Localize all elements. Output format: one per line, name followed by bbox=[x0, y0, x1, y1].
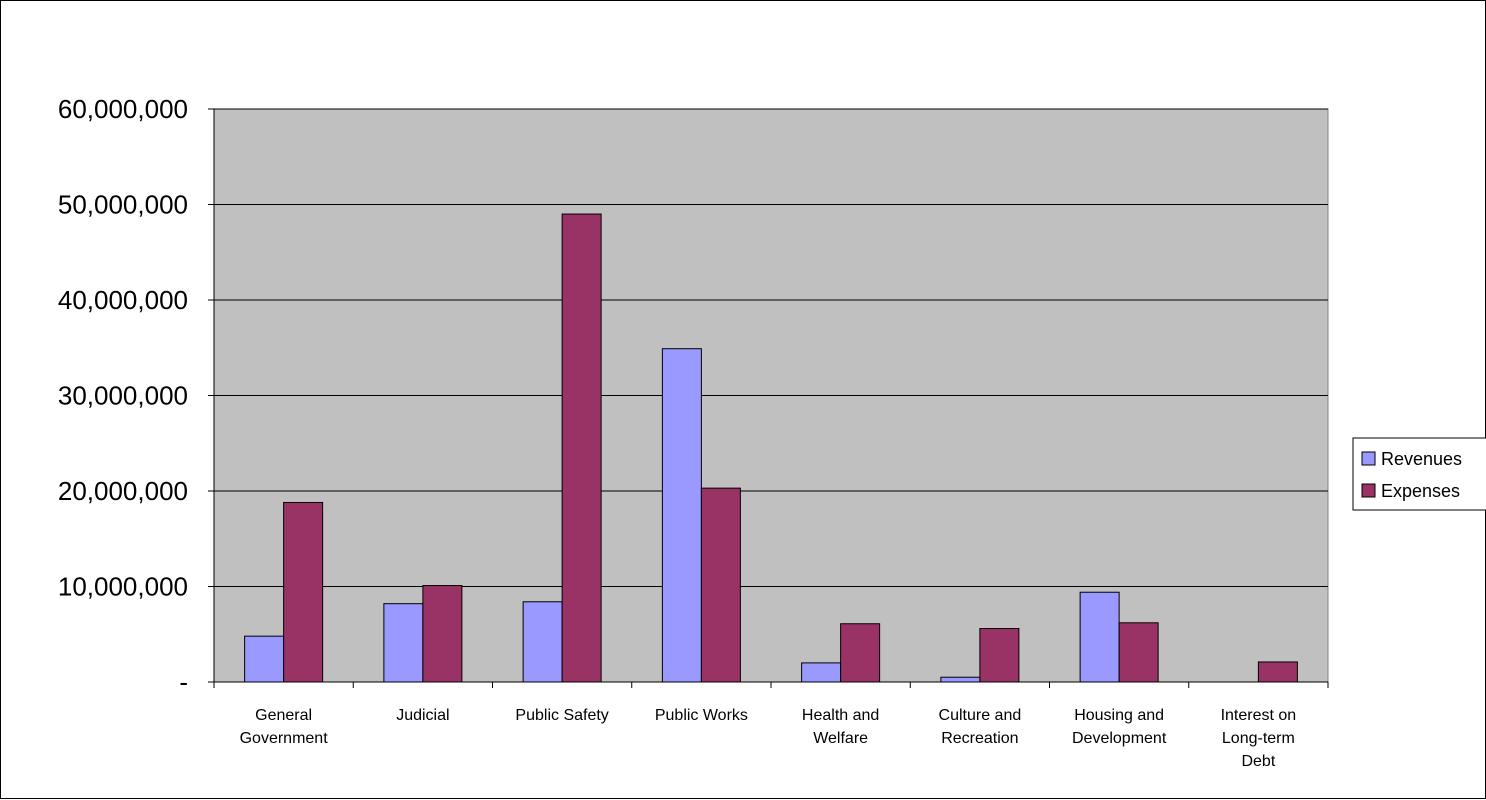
x-category-label-line: Housing and bbox=[1074, 707, 1164, 724]
bar-revenues-0 bbox=[244, 635, 285, 683]
bar-revenues-3 bbox=[661, 348, 702, 683]
bar-expenses-5 bbox=[979, 628, 1020, 683]
bar-expenses-1 bbox=[422, 585, 463, 683]
bar-expenses-6 bbox=[1118, 622, 1159, 683]
bar-expenses-7 bbox=[1257, 661, 1298, 683]
y-tick-label: - bbox=[179, 667, 188, 697]
x-category-label-line: Development bbox=[1072, 730, 1167, 747]
bars bbox=[244, 213, 1298, 683]
bar-expenses-0 bbox=[283, 501, 324, 683]
x-category-label: Public Safety bbox=[515, 707, 608, 724]
y-tick-label: 20,000,000 bbox=[58, 476, 188, 506]
bar-revenues-5 bbox=[940, 676, 981, 683]
bar-expenses-4 bbox=[840, 623, 881, 683]
legend-swatch-revenues bbox=[1361, 451, 1376, 466]
x-category-label: Culture and Recreation bbox=[939, 707, 1022, 747]
x-category-label-line: Public Works bbox=[655, 707, 748, 724]
x-category-label: Public Works bbox=[655, 707, 748, 724]
x-category-label: Interest on Long-term Debt bbox=[1221, 707, 1297, 770]
x-category-label-line: Debt bbox=[1241, 753, 1275, 770]
x-category-label: General Government bbox=[240, 707, 329, 747]
x-category-label-line: Government bbox=[240, 730, 329, 747]
x-category-label-line: Health and bbox=[802, 707, 879, 724]
gridlines bbox=[214, 108, 1328, 587]
y-tick-label: 10,000,000 bbox=[58, 572, 188, 602]
x-axis-category-labels: General Government Judicial Public Safety Pu… bbox=[240, 707, 1297, 770]
x-category-label-line: General bbox=[255, 707, 312, 724]
x-category-label: Judicial bbox=[396, 707, 449, 724]
legend-label-expenses: Expenses bbox=[1381, 481, 1460, 501]
y-tick-label: 60,000,000 bbox=[58, 94, 188, 124]
x-category-label: Housing and Development bbox=[1072, 707, 1167, 747]
bar-expenses-3 bbox=[700, 487, 741, 683]
y-tick-label: 30,000,000 bbox=[58, 381, 188, 411]
bar-revenues-4 bbox=[801, 662, 842, 683]
bar-revenues-1 bbox=[383, 603, 424, 683]
x-category-label-line: Culture and bbox=[939, 707, 1022, 724]
y-tick-label: 50,000,000 bbox=[58, 190, 188, 220]
legend-box bbox=[1352, 437, 1486, 511]
legend-label-revenues: Revenues bbox=[1381, 449, 1462, 469]
legend-swatch-expenses bbox=[1361, 483, 1376, 498]
x-category-label-line: Recreation bbox=[941, 730, 1018, 747]
bar-expenses-2 bbox=[561, 213, 602, 683]
x-category-label-line: Long-term bbox=[1222, 730, 1295, 747]
legend: Revenues Expenses bbox=[1352, 437, 1486, 511]
bar-revenues-2 bbox=[522, 601, 563, 683]
bar-revenues-6 bbox=[1079, 591, 1120, 683]
x-category-label-line: Judicial bbox=[396, 707, 449, 724]
x-category-label-line: Interest on bbox=[1221, 707, 1297, 724]
x-category-label-line: Public Safety bbox=[515, 707, 608, 724]
x-category-label-line: Welfare bbox=[813, 730, 868, 747]
y-axis-tick-labels: - 10,000,000 20,000,000 30,000,000 40,000,00… bbox=[58, 94, 188, 697]
x-category-label: Health and Welfare bbox=[802, 707, 879, 747]
y-tick-label: 40,000,000 bbox=[58, 285, 188, 315]
